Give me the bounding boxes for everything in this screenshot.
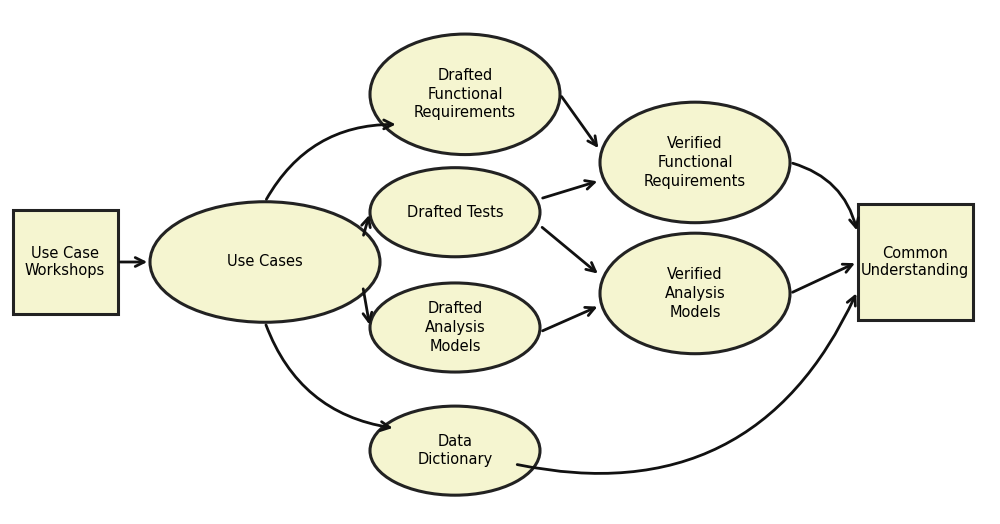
Ellipse shape [150, 202, 380, 322]
Text: Verified
Functional
Requirements: Verified Functional Requirements [644, 136, 746, 189]
FancyBboxPatch shape [858, 204, 972, 320]
Text: Drafted
Functional
Requirements: Drafted Functional Requirements [414, 68, 516, 121]
Ellipse shape [370, 168, 540, 257]
Ellipse shape [370, 283, 540, 372]
Text: Use Cases: Use Cases [227, 255, 303, 269]
Ellipse shape [370, 406, 540, 495]
Ellipse shape [600, 102, 790, 223]
Text: Verified
Analysis
Models: Verified Analysis Models [665, 267, 725, 320]
Text: Drafted
Analysis
Models: Drafted Analysis Models [425, 301, 485, 354]
Text: Drafted Tests: Drafted Tests [407, 205, 503, 220]
Ellipse shape [600, 233, 790, 354]
Ellipse shape [370, 34, 560, 155]
Text: Data
Dictionary: Data Dictionary [417, 434, 493, 467]
FancyBboxPatch shape [13, 210, 118, 314]
Text: Use Case
Workshops: Use Case Workshops [25, 246, 105, 278]
Text: Common
Understanding: Common Understanding [861, 246, 969, 278]
